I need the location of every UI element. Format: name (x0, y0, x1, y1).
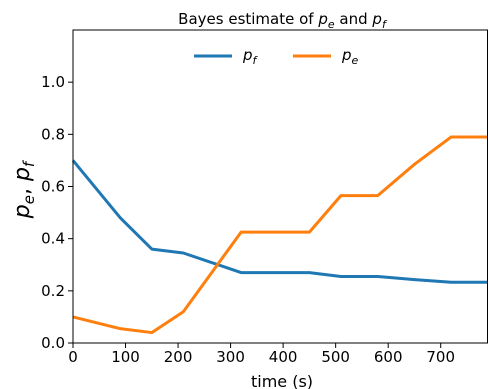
chart-legend: pf pe (194, 46, 359, 67)
ylabel-sub2: f (20, 159, 38, 167)
y-tick-label: 0.4 (41, 230, 65, 248)
chart-title: Bayes estimate of pe and pf (178, 10, 388, 31)
ylabel-sep: , (10, 181, 35, 195)
y-tick-label: 1.0 (41, 73, 65, 91)
x-tick-label: 600 (374, 348, 403, 366)
legend-label-pf: pf (242, 46, 259, 67)
y-tick-label: 0.6 (41, 178, 65, 196)
y-tick-label: 0.2 (41, 282, 65, 300)
ylabel-var2: p (10, 167, 35, 182)
series-line-pf (71, 159, 488, 284)
x-tick-label: 500 (321, 348, 350, 366)
ylabel-sub1: e (20, 195, 38, 204)
legend-label-pe: pe (341, 46, 359, 67)
y-ticks: 0.0 0.2 0.4 0.6 0.8 1.0 (41, 73, 73, 352)
title-text-and: and (335, 10, 373, 28)
x-tick-label: 0 (68, 348, 78, 366)
x-tick-label: 200 (164, 348, 193, 366)
title-sub-e: e (328, 18, 335, 31)
title-sub-f: f (382, 18, 388, 31)
series-line-pe (72, 135, 488, 335)
x-tick-label: 400 (269, 348, 298, 366)
legend-var-pe: p (341, 46, 352, 64)
legend-sub-pf: f (253, 54, 259, 67)
legend-sub-pe: e (352, 54, 359, 67)
x-tick-label: 100 (111, 348, 140, 366)
title-text-main: Bayes estimate of (178, 10, 318, 28)
x-ticks: 0 100 200 300 400 500 600 700 (68, 343, 455, 366)
y-axis-label: pe, pf (10, 159, 38, 219)
title-var-e: p (317, 10, 328, 28)
plot-frame (72, 29, 488, 344)
ylabel-var1: p (10, 204, 35, 219)
y-tick-label: 0.8 (41, 125, 65, 143)
plot-lines (71, 135, 488, 335)
x-tick-label: 300 (216, 348, 245, 366)
x-tick-label: 700 (426, 348, 455, 366)
x-axis-label: time (s) (251, 372, 313, 389)
y-tick-label: 0.0 (41, 334, 65, 352)
title-var-f: p (371, 10, 382, 28)
legend-var-pf: p (242, 46, 253, 64)
